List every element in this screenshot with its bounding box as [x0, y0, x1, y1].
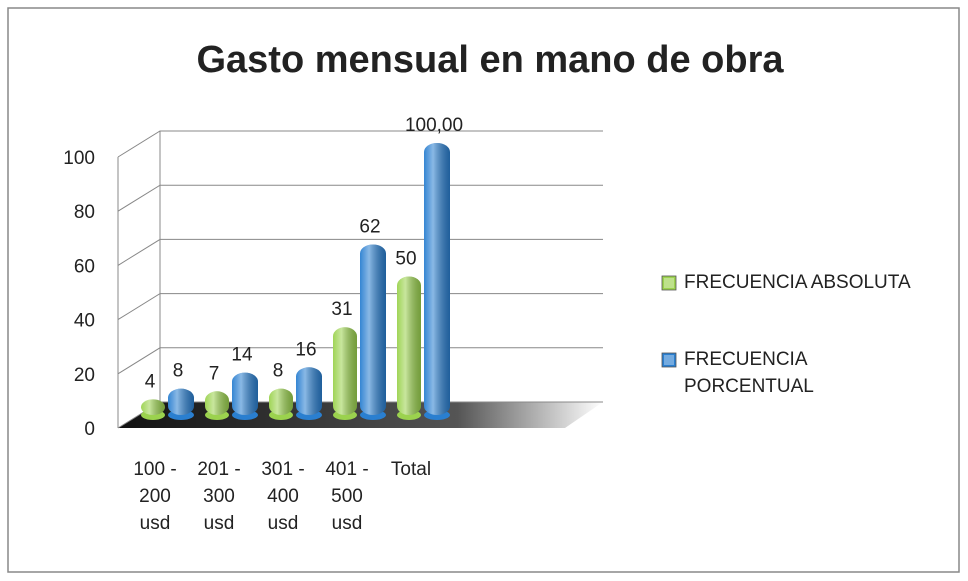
data-label: 14 [231, 345, 253, 366]
data-label: 7 [209, 363, 220, 384]
x-tick-label: 301 - 400 usd [261, 459, 305, 534]
x-tick-label: 401 - 500 usd [325, 459, 369, 534]
data-label: 62 [359, 216, 380, 237]
y-tick-label: 80 [74, 202, 95, 223]
chart-border [7, 7, 960, 573]
y-tick-label: 60 [74, 256, 95, 277]
bar-shine [141, 399, 165, 415]
bar-shine [232, 372, 258, 415]
grid-line [117, 130, 603, 158]
data-label: 8 [273, 361, 284, 382]
bar-shine [360, 244, 386, 415]
bar-shine [269, 388, 293, 415]
y-tick-label: 40 [74, 311, 95, 332]
data-label: 31 [331, 299, 352, 320]
data-label: 8 [173, 361, 184, 382]
x-tick-label: Total [390, 459, 432, 480]
data-label: 4 [145, 371, 156, 392]
bar-shine [333, 327, 357, 415]
bar-shine [205, 391, 229, 415]
bar-shine [296, 367, 322, 415]
legend-swatch [661, 275, 677, 291]
grid-line [117, 238, 603, 266]
bar-shine [168, 388, 194, 415]
y-tick-label: 0 [84, 419, 95, 440]
chart-title: Gasto mensual en mano de obra [196, 39, 784, 81]
data-label: 16 [295, 339, 316, 360]
grid-line [117, 184, 603, 212]
legend-swatch-shine [664, 355, 674, 365]
legend-swatch-shine [664, 278, 674, 288]
legend-swatch [661, 352, 677, 368]
bar-shine [397, 276, 421, 415]
grid-line [117, 347, 603, 375]
data-label: 50 [395, 249, 416, 270]
legend-label: FRECUENCIA PORCENTUAL [684, 349, 814, 397]
x-tick-label: 201 - 300 usd [197, 459, 241, 534]
y-tick-label: 100 [63, 148, 95, 169]
data-label: 100,00 [405, 115, 463, 136]
grid-line [117, 293, 603, 321]
legend-label: FRECUENCIA ABSOLUTA [684, 272, 911, 293]
y-tick-label: 20 [74, 365, 95, 386]
x-tick-label: 100 - 200 usd [133, 459, 177, 534]
bar-shine [424, 143, 450, 415]
